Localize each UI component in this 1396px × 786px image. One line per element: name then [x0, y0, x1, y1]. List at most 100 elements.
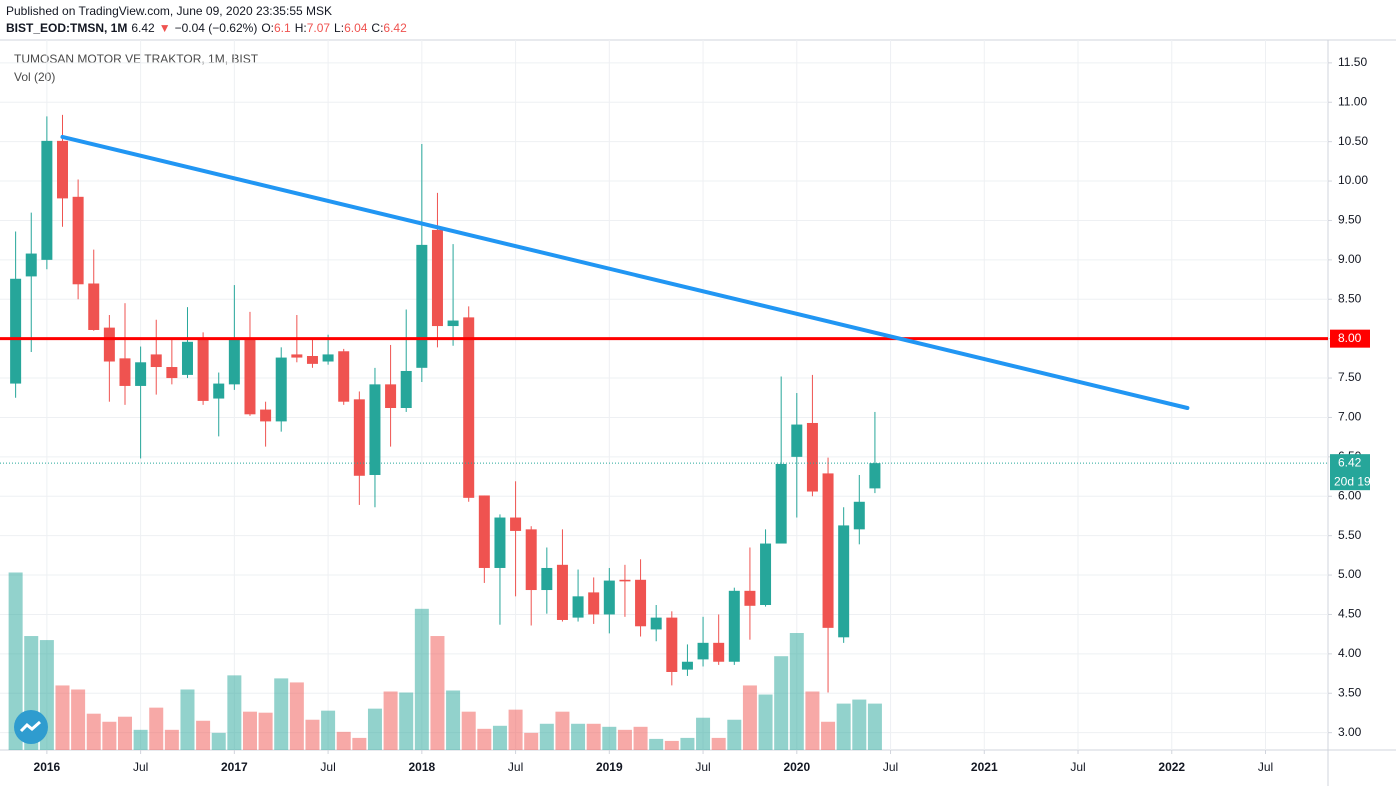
- candle-body: [681, 661, 693, 670]
- volume-bar: [461, 711, 476, 750]
- candle-body: [603, 580, 615, 615]
- volume-bar: [383, 691, 398, 750]
- candle-body: [806, 422, 818, 492]
- y-tick-label: 10.50: [1338, 134, 1368, 148]
- candle-body: [447, 320, 459, 327]
- candle-body: [760, 543, 772, 606]
- candle-body: [260, 409, 272, 422]
- candle-body: [181, 341, 193, 375]
- y-tick-label: 7.00: [1338, 410, 1362, 424]
- candle-body: [838, 525, 850, 638]
- volume-label: Vol (20): [14, 70, 55, 84]
- volume-bar: [555, 711, 570, 750]
- candle-body: [228, 339, 240, 385]
- y-tick-label: 9.50: [1338, 213, 1362, 227]
- y-tick-label: 4.00: [1338, 646, 1362, 660]
- volume-bar: [305, 719, 320, 750]
- last-price: 6.42: [131, 21, 155, 35]
- candle-body: [431, 229, 443, 327]
- hline-label: 8.00: [1338, 331, 1362, 345]
- volume-bar: [227, 675, 242, 750]
- candle-body: [291, 354, 303, 358]
- h-val: 7.07: [307, 21, 331, 35]
- volume-bar: [367, 708, 382, 750]
- c-key: C:: [371, 21, 383, 35]
- volume-bar: [399, 692, 414, 750]
- x-tick-label: Jul: [133, 760, 148, 774]
- y-tick-label: 9.00: [1338, 252, 1362, 266]
- candle-body: [791, 424, 803, 457]
- volume-bar: [789, 633, 804, 750]
- candle-body: [244, 339, 256, 415]
- candle-body: [822, 473, 834, 628]
- volume-bar: [71, 689, 86, 750]
- c-val: 6.42: [383, 21, 407, 35]
- y-tick-label: 5.50: [1338, 528, 1362, 542]
- volume-bar: [774, 656, 789, 750]
- volume-bar: [586, 723, 601, 750]
- candle-body: [556, 564, 568, 620]
- l-val: 6.04: [344, 21, 368, 35]
- candle-body: [775, 463, 787, 544]
- y-tick-label: 8.50: [1338, 291, 1362, 305]
- volume-bar: [242, 711, 257, 750]
- candle-body: [275, 357, 287, 422]
- y-tick-label: 3.00: [1338, 725, 1362, 739]
- candle-body: [119, 358, 131, 386]
- last-price-bg: [1330, 454, 1370, 491]
- volume-bar: [711, 737, 726, 750]
- x-tick-label: Jul: [883, 760, 898, 774]
- candle-body: [353, 399, 365, 476]
- volume-bar: [86, 713, 101, 750]
- hline-label-bg: [1330, 329, 1370, 348]
- logo-mark: [19, 720, 41, 733]
- volume-bar: [149, 707, 164, 750]
- x-tick-label: Jul: [1070, 760, 1085, 774]
- volume-bar: [617, 729, 632, 750]
- volume-bar: [446, 690, 461, 750]
- volume-bar: [414, 608, 429, 750]
- x-tick-label: Jul: [695, 760, 710, 774]
- volume-bar: [102, 721, 117, 750]
- change-arrow: ▼: [159, 21, 171, 35]
- y-tick-label: 5.00: [1338, 567, 1362, 581]
- volume-bar: [274, 678, 289, 750]
- symbol: BIST_EOD:TMSN, 1M: [6, 21, 127, 35]
- volume-bar: [8, 572, 23, 750]
- candle-body: [213, 383, 225, 399]
- candle-body: [697, 642, 709, 660]
- o-val: 6.1: [274, 21, 291, 35]
- candle-body: [88, 283, 100, 330]
- chart-title: TUMOSAN MOTOR VE TRAKTOR, 1M, BIST: [14, 52, 259, 66]
- volume-bar: [727, 719, 742, 750]
- volume-bar: [664, 740, 679, 750]
- volume-bar: [805, 691, 820, 750]
- candle-body: [713, 642, 725, 662]
- volume-bar: [196, 720, 211, 750]
- candle-body: [588, 592, 600, 615]
- y-tick-label: 11.50: [1338, 55, 1367, 69]
- change: −0.04 (−0.62%): [175, 21, 258, 35]
- candle-body: [650, 617, 662, 630]
- volume-bar: [852, 699, 867, 750]
- volume-bar: [836, 703, 851, 750]
- volume-bar: [133, 729, 148, 750]
- candle-body: [416, 244, 428, 368]
- volume-bar: [477, 728, 492, 750]
- candle-body: [338, 351, 350, 402]
- candle-body: [728, 590, 740, 662]
- l-key: L:: [334, 21, 344, 35]
- x-tick-label: 2017: [221, 760, 248, 774]
- x-tick-label: 2022: [1158, 760, 1185, 774]
- x-tick-label: 2021: [971, 760, 998, 774]
- candle-body: [525, 529, 537, 591]
- volume-bar: [649, 738, 664, 750]
- volume-bar: [508, 709, 523, 750]
- x-tick-label: Jul: [508, 760, 523, 774]
- x-tick-label: 2016: [34, 760, 61, 774]
- y-tick-label: 7.50: [1338, 370, 1362, 384]
- candle-body: [197, 337, 209, 401]
- candle-body: [619, 579, 631, 582]
- y-tick-label: 11.00: [1338, 94, 1367, 108]
